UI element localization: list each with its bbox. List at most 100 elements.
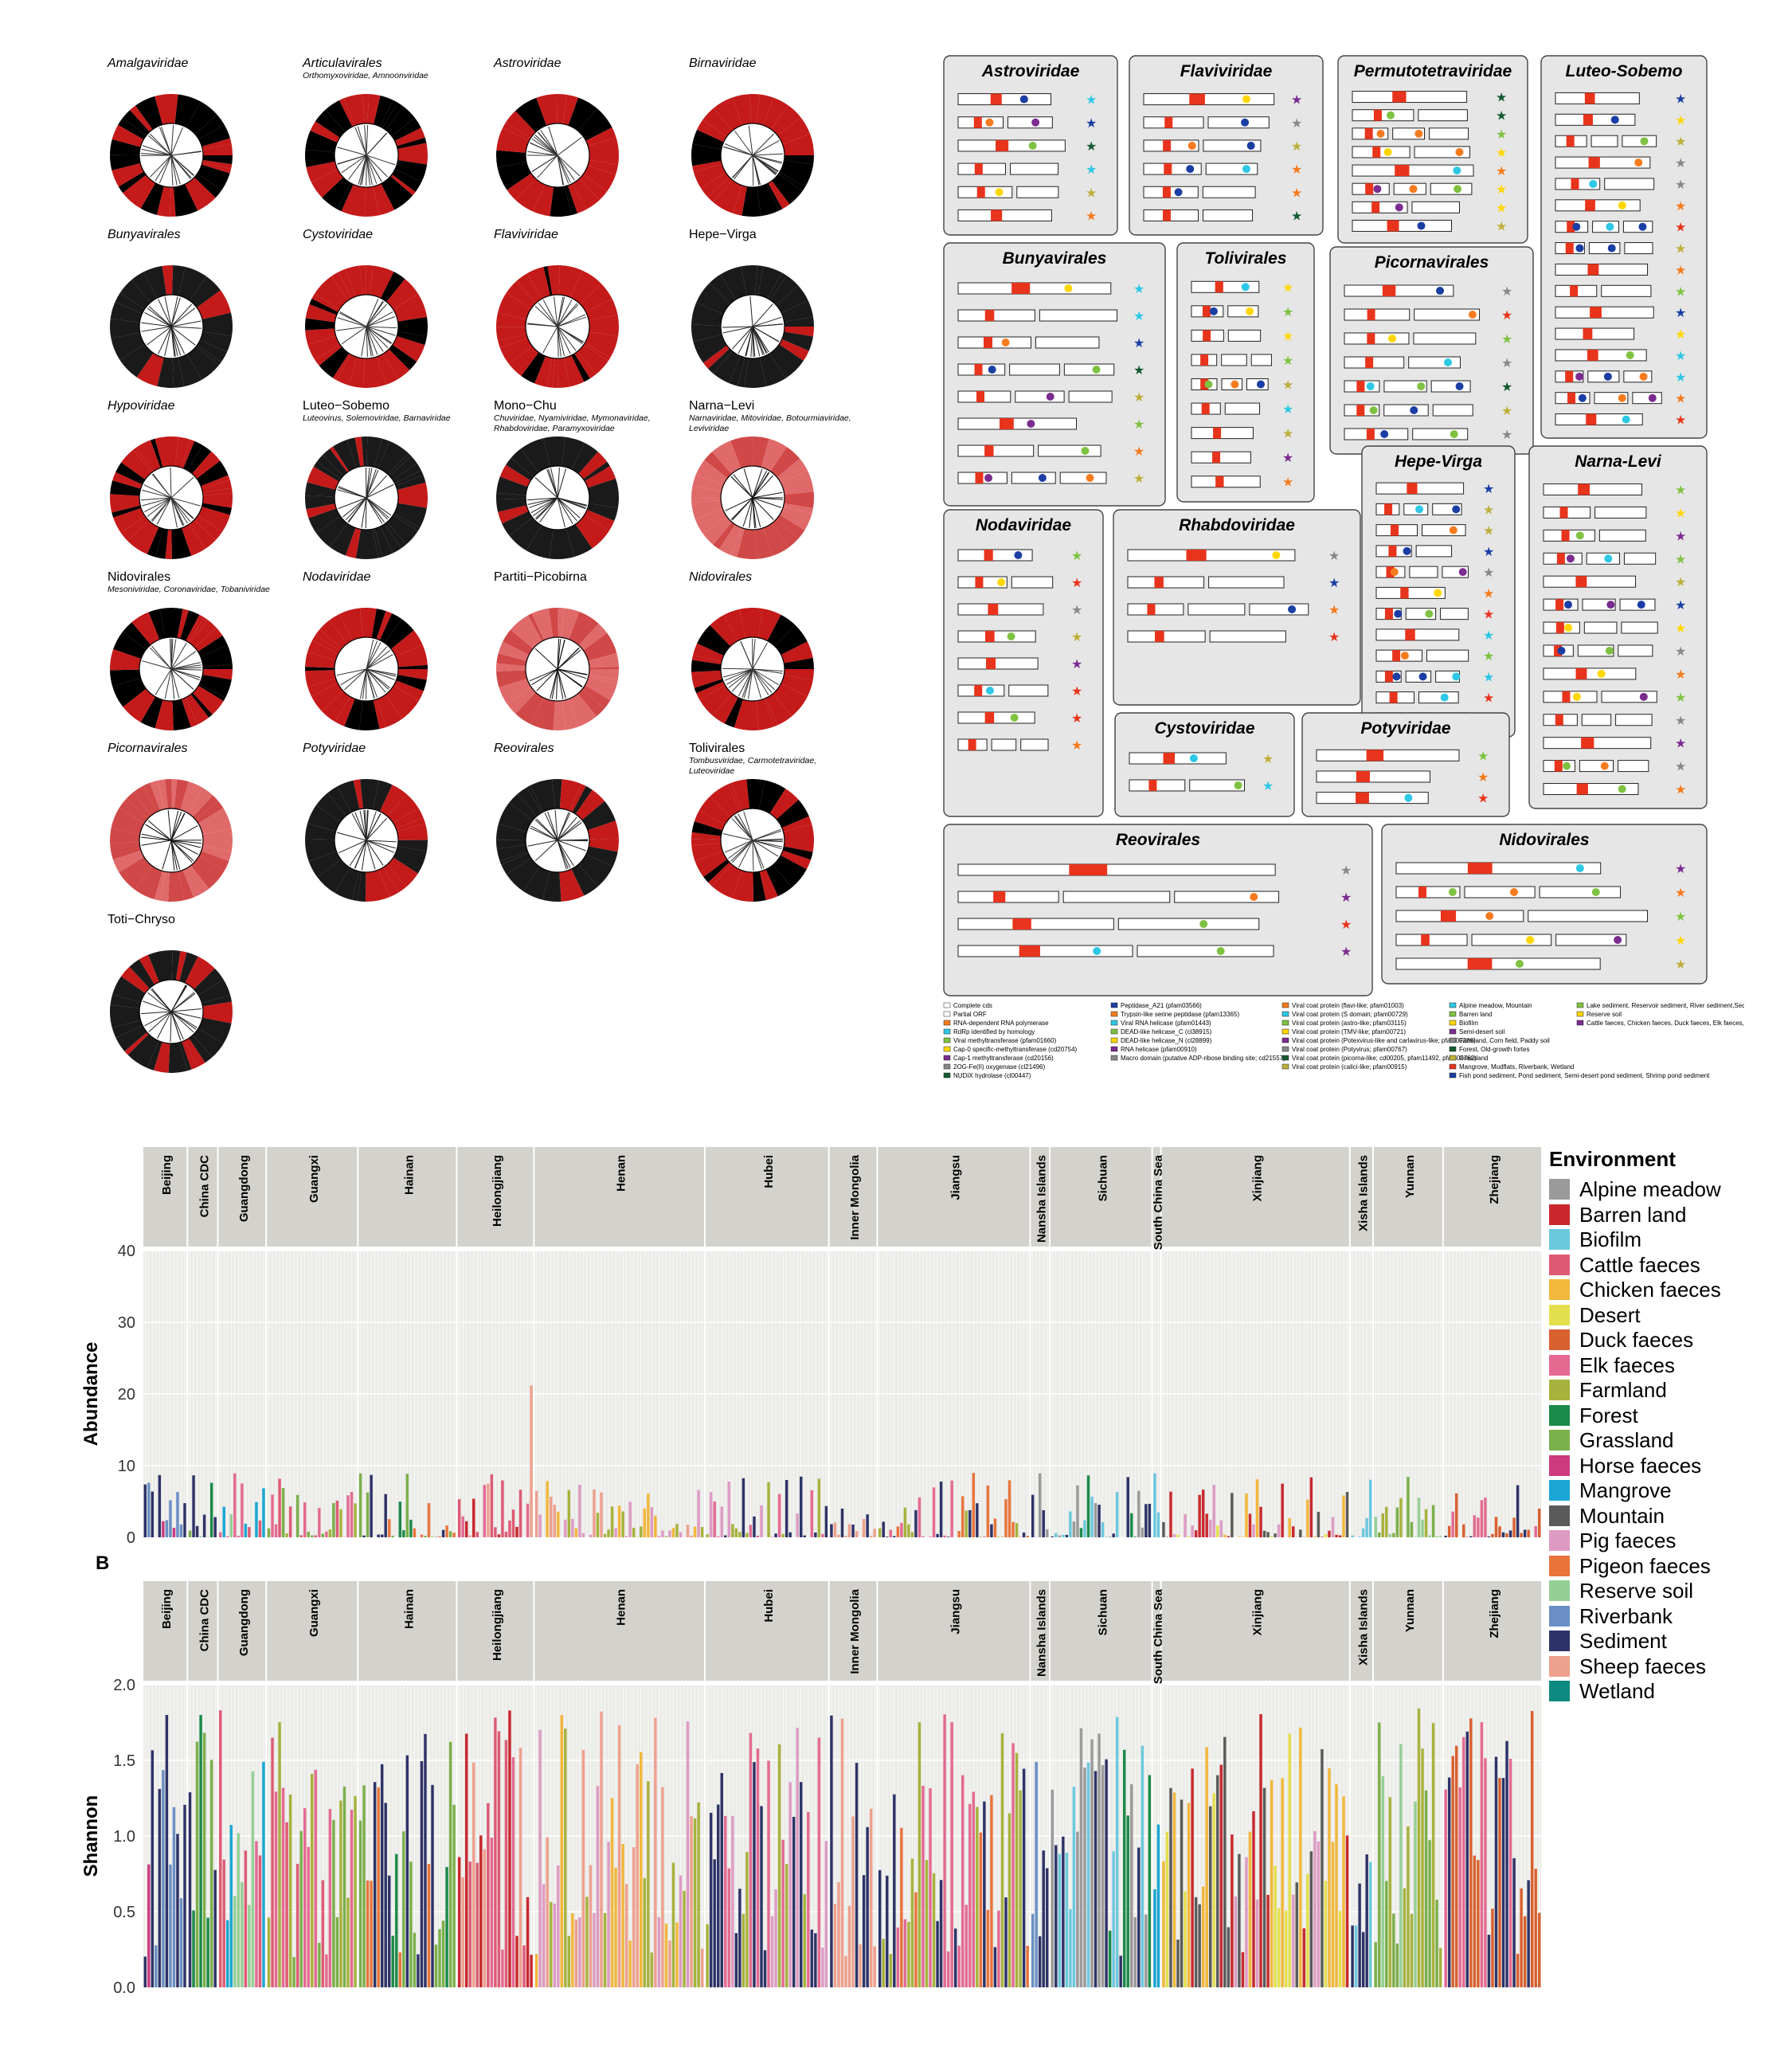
tree-ring (109, 265, 233, 388)
bar (457, 1857, 461, 1987)
svg-text:★: ★ (1483, 483, 1494, 496)
facet-0: Beijing (143, 1581, 187, 1988)
legend-label: Elk faeces (1579, 1353, 1675, 1377)
bar (206, 1917, 209, 1987)
bar (1451, 1756, 1454, 1987)
genome-box-11: Cystoviridae ★ ★ (1114, 712, 1295, 817)
y-tick-label: 0.0 (113, 1979, 135, 1997)
bar (717, 1804, 720, 1987)
bar (202, 1514, 206, 1537)
bar (504, 1531, 508, 1537)
facet-label: Henan (615, 1589, 628, 1626)
bar (1141, 1527, 1144, 1537)
bar (774, 1889, 777, 1987)
svg-text:★: ★ (1496, 165, 1507, 178)
bar (307, 1846, 310, 1987)
bar (683, 1890, 686, 1987)
bar (1094, 1502, 1098, 1537)
bar (564, 1728, 567, 1987)
genome-box-1: Flaviviridae ★ ★ ★ ★ ★ ★ (1129, 55, 1324, 236)
bar (1378, 1532, 1381, 1537)
bar (1137, 1847, 1141, 1987)
bar (1505, 1740, 1508, 1987)
bar (1335, 1534, 1338, 1537)
bar (1231, 1493, 1234, 1537)
bar (1358, 1883, 1361, 1987)
bar (1342, 1495, 1345, 1537)
bar (1516, 1953, 1520, 1987)
bar (1086, 1762, 1090, 1987)
bar (1098, 1505, 1101, 1537)
bar (278, 1721, 281, 1987)
bar (1288, 1733, 1291, 1987)
bar (472, 1762, 475, 1987)
tree-15: Nidovirales (689, 570, 814, 731)
bar (1480, 1500, 1484, 1537)
bar (1444, 1789, 1447, 1987)
svg-text:★: ★ (1675, 307, 1686, 320)
bar (1072, 1521, 1076, 1537)
bar (1062, 1836, 1065, 1987)
bar (1162, 1521, 1165, 1537)
facet-8: Inner Mongolia (829, 1147, 877, 1538)
bar (1381, 1775, 1384, 1987)
legend-label: Mountain (1579, 1503, 1665, 1528)
tree-18: Reovirales (494, 742, 619, 902)
legend-label: Chicken faeces (1579, 1278, 1721, 1302)
bar (1342, 1796, 1345, 1987)
bar (424, 1733, 427, 1987)
svg-text:★: ★ (1675, 371, 1686, 385)
bar (738, 1889, 741, 1987)
bar (1538, 1508, 1541, 1537)
bar (424, 1536, 427, 1537)
facet-label: Guangxi (307, 1589, 321, 1637)
tree-ring (110, 779, 233, 902)
svg-text:★: ★ (1086, 186, 1097, 200)
bar (1112, 1851, 1115, 1987)
bar (781, 1533, 784, 1537)
bar (800, 1476, 803, 1537)
bar (697, 1490, 700, 1537)
bar (675, 1524, 679, 1537)
bar (202, 1732, 206, 1987)
bar (968, 1509, 972, 1537)
bar (285, 1822, 288, 1987)
bar (222, 1506, 225, 1537)
bar (172, 1807, 176, 1987)
bar (1520, 1533, 1523, 1537)
bar (1309, 1477, 1313, 1537)
bar (346, 1495, 350, 1537)
svg-text:★: ★ (1133, 364, 1144, 378)
bar (1469, 1718, 1473, 1987)
tree-8: Hypoviridae (108, 399, 233, 559)
bar (664, 1923, 668, 1987)
bar (1477, 1860, 1480, 1987)
bar (1421, 1519, 1424, 1537)
bar (925, 1860, 929, 1987)
bar (968, 1803, 972, 1987)
bar (229, 1514, 233, 1537)
bar (589, 1534, 593, 1537)
bar (248, 1905, 251, 1987)
bar (1126, 1815, 1129, 1987)
genome-legend-item: Grassland (1459, 1055, 1488, 1062)
bar (753, 1516, 756, 1537)
bar (581, 1750, 585, 1987)
genome-legend-item: Viral coat protein (astro-like; pfam0311… (1292, 1020, 1407, 1027)
bar (1019, 1790, 1022, 1987)
tree-title: Mono−Chu (494, 399, 557, 413)
svg-text:★: ★ (1071, 631, 1082, 644)
bar (1435, 1899, 1438, 1987)
tree-ring (305, 607, 428, 730)
bar (693, 1526, 697, 1537)
tree-title: Birnaviridae (689, 57, 757, 70)
facet-5: Heilongjiang (457, 1147, 534, 1538)
bar (244, 1523, 248, 1537)
facet-1: China CDC (188, 1147, 217, 1538)
bar (1266, 1894, 1270, 1987)
legend-label: Biofilm (1579, 1227, 1642, 1251)
legend-label: Barren land (1579, 1202, 1687, 1227)
bar (366, 1492, 370, 1537)
bar (976, 1807, 979, 1987)
bar (624, 1884, 628, 1987)
